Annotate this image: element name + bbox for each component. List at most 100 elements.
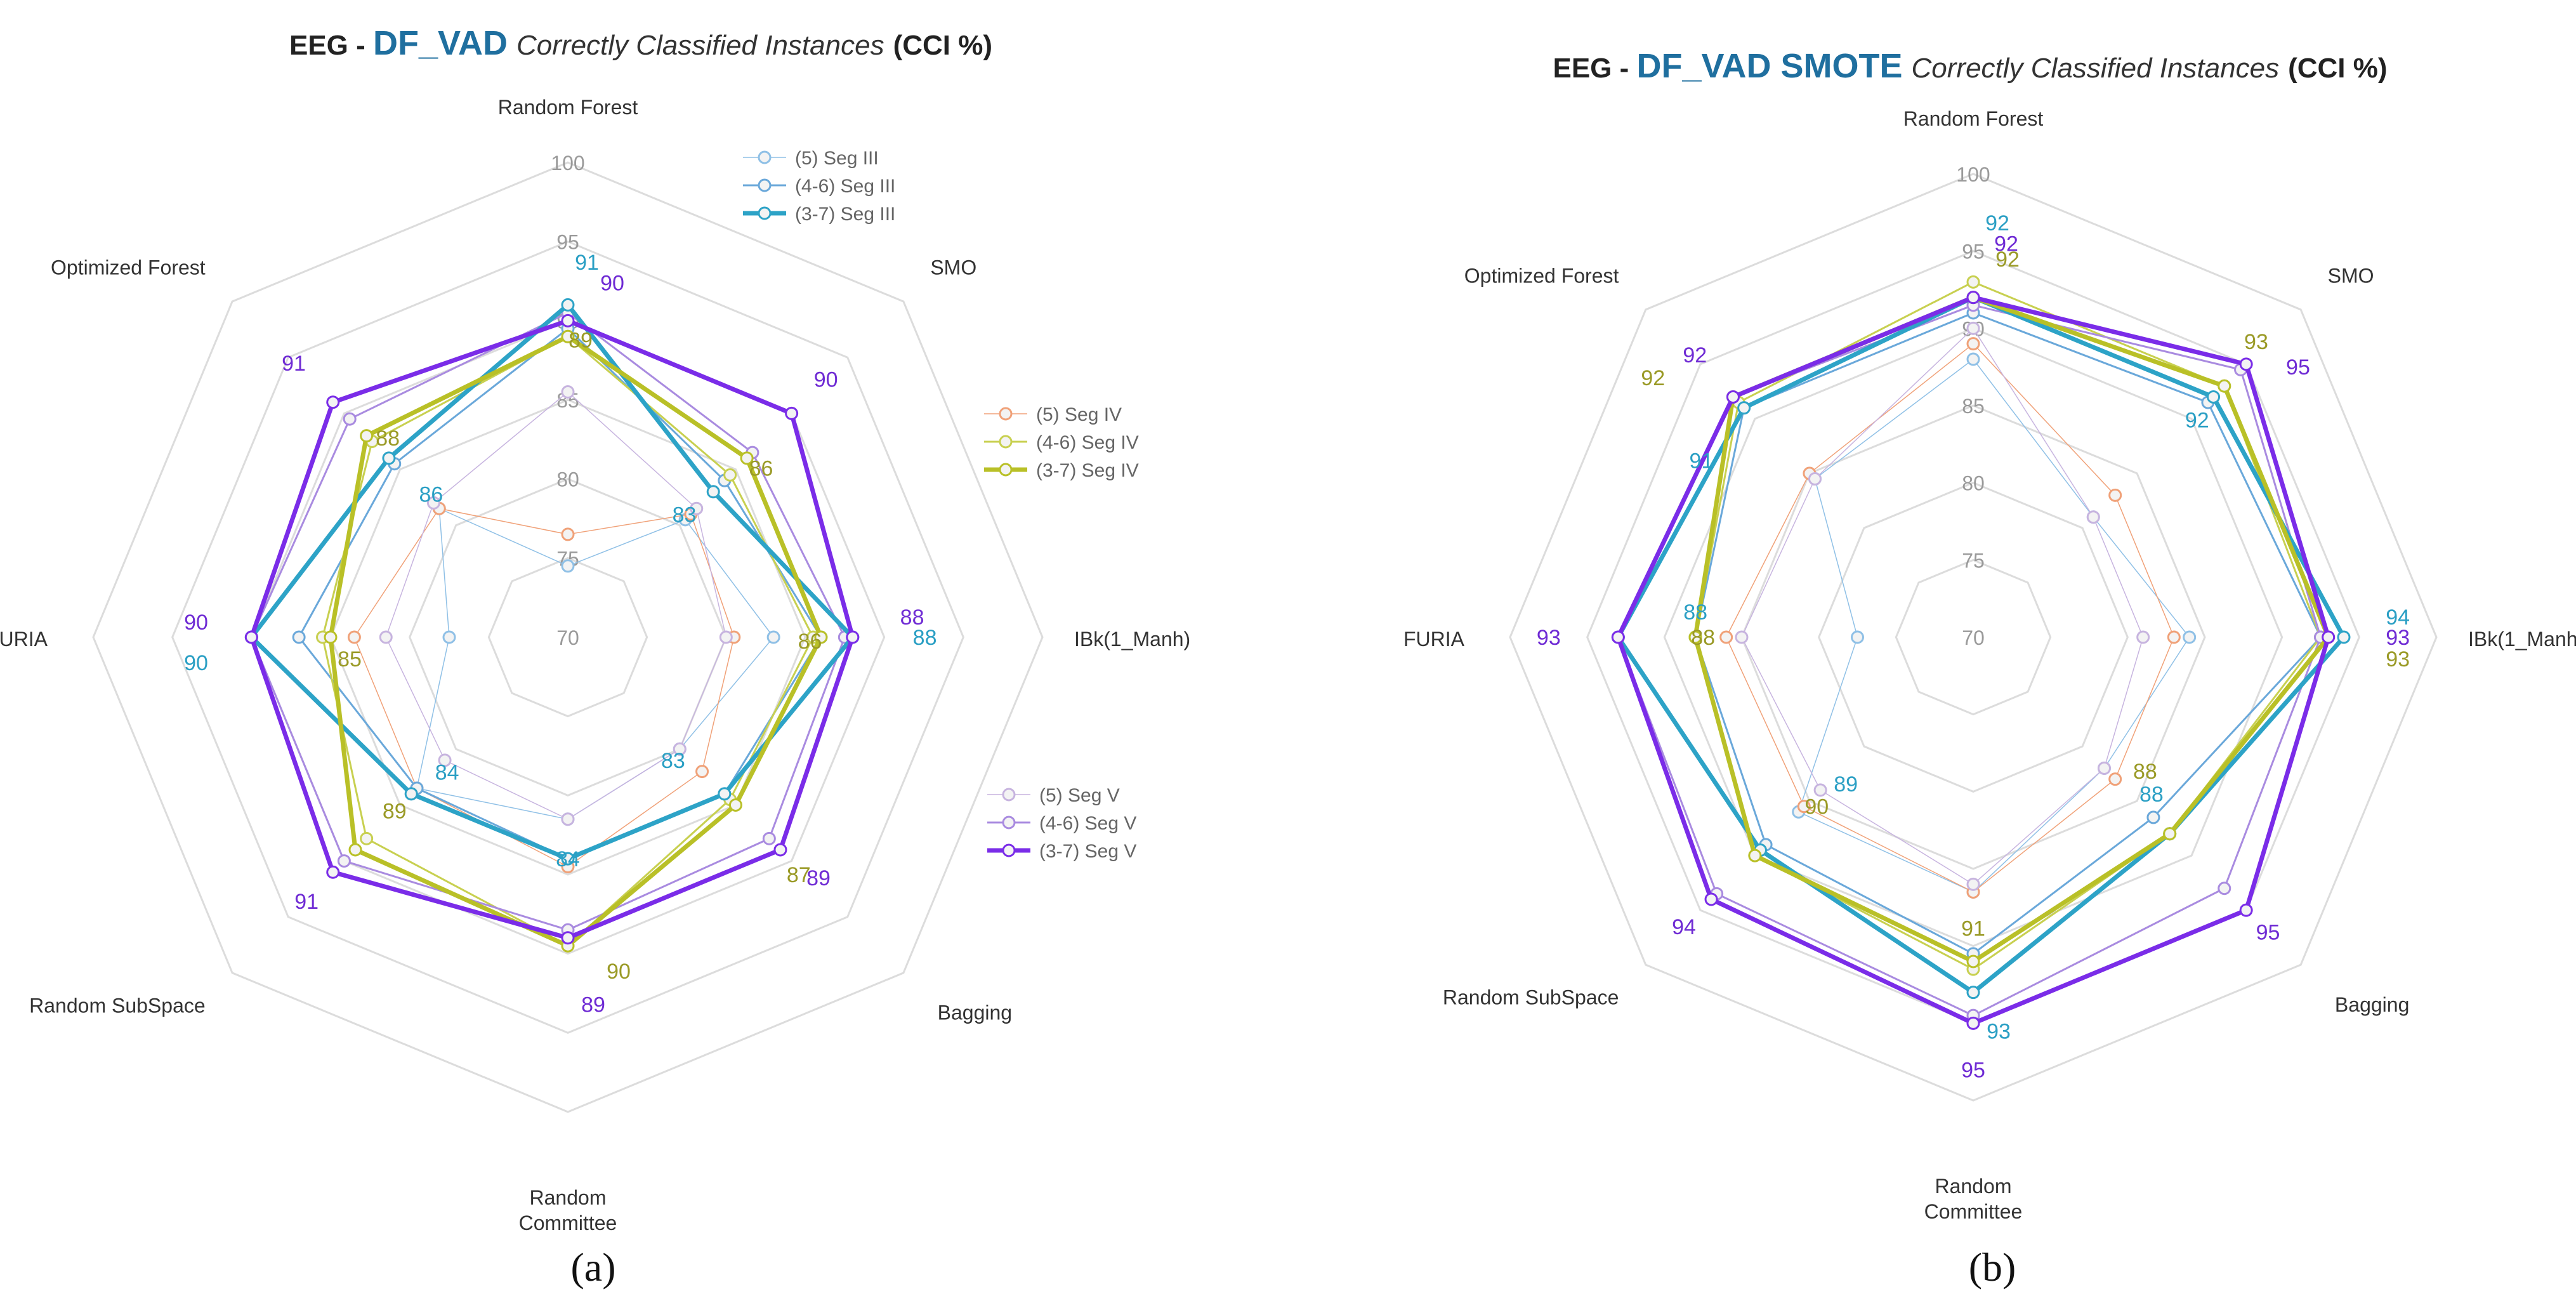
legend-label: (3-7) Seg IV — [1036, 460, 1139, 481]
data-point — [773, 843, 787, 857]
value-label: 91 — [294, 890, 319, 914]
legend-label: (5) Seg III — [795, 148, 879, 169]
data-point — [695, 765, 709, 779]
tick-label-80: 80 — [556, 468, 579, 491]
data-point — [360, 429, 374, 443]
value-label: 84 — [435, 760, 459, 784]
tick-label-95: 95 — [1962, 241, 1985, 263]
data-point — [561, 852, 575, 866]
grid-ring-75 — [487, 557, 648, 718]
data-point — [1737, 401, 1751, 415]
tick-label-100: 100 — [1956, 163, 1990, 186]
tick-label-75: 75 — [1962, 549, 1985, 572]
legend-marker — [758, 150, 772, 164]
value-label: 95 — [2286, 355, 2310, 380]
value-label: 92 — [1995, 248, 2020, 272]
value-label: 89 — [1834, 772, 1858, 796]
value-label: 88 — [900, 605, 924, 630]
data-point — [1851, 630, 1864, 644]
legend-marker — [999, 435, 1013, 449]
data-point — [561, 931, 575, 945]
value-label: 86 — [419, 482, 443, 506]
value-label: 92 — [1985, 211, 2009, 235]
value-label: 88 — [2139, 783, 2164, 807]
data-point — [2183, 630, 2197, 644]
data-point — [2108, 772, 2122, 786]
data-point — [846, 630, 860, 644]
value-label: 92 — [1641, 366, 1665, 390]
data-point — [1797, 800, 1811, 814]
data-point — [2239, 357, 2253, 371]
value-label: 88 — [913, 626, 937, 650]
data-point — [1966, 337, 1980, 351]
grid-ring-85 — [1740, 404, 2206, 870]
data-point — [442, 630, 456, 644]
legend-marker — [1002, 816, 1016, 829]
data-point — [1966, 275, 1980, 289]
data-point — [2322, 630, 2336, 644]
value-label: 91 — [1961, 916, 1985, 941]
legend-label: (3-7) Seg V — [1039, 841, 1136, 862]
data-point — [1966, 291, 1980, 305]
data-point — [706, 485, 720, 499]
legend-marker — [1002, 843, 1016, 857]
data-point — [561, 329, 575, 343]
data-point — [292, 630, 306, 644]
axis-label-furia: FURIA — [0, 628, 48, 651]
legend-marker — [1002, 788, 1016, 802]
data-point — [2218, 882, 2231, 895]
legend-label: (4-6) Seg III — [795, 176, 895, 197]
value-label: 88 — [2133, 760, 2157, 784]
data-point — [343, 412, 357, 426]
value-label: 93 — [1537, 626, 1561, 650]
data-point — [2086, 510, 2100, 524]
data-point — [1966, 352, 1980, 366]
axis-label-random-subspace: Random SubSpace — [1443, 986, 1619, 1009]
series-line-3-7-seg-v — [249, 318, 855, 941]
tick-label-95: 95 — [556, 231, 579, 254]
data-point — [740, 451, 754, 465]
data-point — [2218, 379, 2231, 393]
value-label: 88 — [1691, 626, 1715, 650]
data-point — [337, 854, 351, 868]
data-point — [561, 559, 575, 573]
grid-ring-95 — [171, 241, 964, 1034]
data-point — [673, 742, 687, 756]
value-label: 90 — [607, 960, 631, 984]
value-label: 90 — [184, 651, 208, 675]
data-point — [2337, 630, 2351, 644]
data-point — [244, 630, 258, 644]
data-point — [1813, 783, 1827, 797]
data-point — [1966, 1016, 1980, 1030]
value-label: 94 — [2386, 605, 2410, 630]
data-point — [561, 385, 575, 399]
value-label: 93 — [2386, 647, 2410, 671]
chart-b-title: EEG - DF_VAD SMOTE Correctly Classified I… — [1553, 47, 2387, 85]
value-label: 90 — [184, 611, 208, 635]
value-label: 87 — [787, 863, 811, 887]
axis-label-smo: SMO — [2328, 264, 2374, 287]
axis-label-optimized-forest: Optimized Forest — [51, 256, 206, 279]
data-point — [360, 831, 374, 845]
value-label: 86 — [749, 456, 773, 480]
data-point — [723, 468, 737, 482]
data-point — [2167, 630, 2181, 644]
data-point — [1611, 630, 1625, 644]
axis-label-furia: FURIA — [1403, 628, 1465, 651]
value-label: 92 — [1994, 232, 2018, 256]
data-point — [1704, 892, 1718, 906]
data-point — [324, 630, 338, 644]
chart-b-title-suffix: (CCI %) — [2288, 53, 2387, 84]
chart-a-title-prefix: EEG - — [289, 30, 373, 61]
data-point — [326, 395, 340, 409]
data-point — [561, 314, 575, 327]
legend-label: (5) Seg IV — [1036, 404, 1122, 425]
tick-label-85: 85 — [1962, 395, 1985, 418]
caption-b: (b) — [1969, 1245, 2016, 1290]
value-label: 90 — [1804, 795, 1829, 819]
data-point — [2097, 761, 2111, 775]
data-point — [690, 501, 704, 515]
axis-label-ibk-1-manh-: IBk(1_Manh) — [1074, 628, 1190, 651]
value-label: 90 — [814, 367, 838, 392]
